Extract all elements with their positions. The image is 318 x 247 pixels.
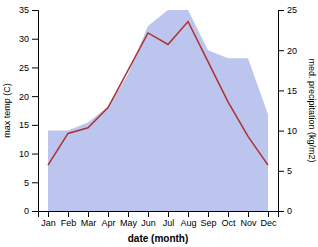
axis-line [39, 212, 279, 218]
x-tick-mark [68, 211, 69, 217]
x-tick: Aug [180, 211, 196, 228]
y-tick-mark [32, 154, 38, 155]
y-tick: 0 [24, 206, 38, 216]
axis-line [32, 11, 39, 212]
x-tick-label: Aug [180, 218, 196, 228]
y2-tick-mark [278, 171, 284, 172]
x-tick-label: Jul [163, 218, 175, 228]
x-tick-label: Apr [101, 218, 115, 228]
temperature-line [48, 21, 268, 165]
y-tick: 20 [19, 92, 38, 102]
x-tick: Jul [163, 211, 175, 228]
x-tick: Apr [101, 211, 115, 228]
y-tick: 30 [19, 34, 38, 44]
x-axis: Jan Feb Mar Apr MayJun Jul Aug Sep Oct NovDec [39, 211, 279, 228]
y2-tick-label: 0 [287, 206, 292, 216]
y2-tick-mark [278, 10, 284, 11]
y-tick-mark [32, 182, 38, 183]
y-tick-label: 10 [19, 149, 29, 159]
y-tick-label: 30 [19, 34, 29, 44]
y-tick-label: 5 [24, 178, 29, 188]
x-tick-label: Mar [81, 218, 97, 228]
y-tick: 15 [19, 120, 38, 130]
y-tick-label: 0 [24, 206, 29, 216]
y-tick-mark [32, 67, 38, 68]
x-tick-mark [48, 211, 49, 217]
y2-axis: 0 5 10 15 20 25 [278, 5, 297, 216]
y2-tick-mark [278, 211, 284, 212]
y-tick-label: 20 [19, 92, 29, 102]
x-tick-mark [108, 211, 109, 217]
x-tick: Oct [221, 211, 236, 228]
y2-tick-label: 5 [287, 166, 292, 176]
x-tick-mark [188, 211, 189, 217]
y2-tick: 0 [278, 206, 292, 216]
x-tick: Jun [141, 211, 156, 228]
y-tick-mark [32, 10, 38, 11]
y-tick: 25 [19, 63, 38, 73]
y-tick-mark [32, 211, 38, 212]
y2-tick-label: 25 [287, 5, 297, 15]
y2-tick-label: 15 [287, 86, 297, 96]
y-tick: 5 [24, 178, 38, 188]
x-tick-label: Jan [41, 218, 56, 228]
x-axis-title: date (month) [128, 233, 189, 244]
x-tick-mark [148, 211, 149, 217]
x-tick-label: Nov [240, 218, 257, 228]
x-tick-label: Sep [200, 218, 216, 228]
y-tick-label: 25 [19, 63, 29, 73]
y-tick-mark [32, 39, 38, 40]
x-tick: May [120, 211, 138, 228]
y2-tick: 20 [278, 46, 297, 56]
y2-tick-label: 20 [287, 46, 297, 56]
plot-area [48, 10, 268, 211]
y2-tick-mark [278, 131, 284, 132]
y-tick: 10 [19, 149, 38, 159]
chart: Jan Feb Mar Apr MayJun Jul Aug Sep Oct NovDec 0 5 10… [0, 0, 318, 247]
y-axis: 0 5 10 15 20 25 30 35 [19, 5, 39, 216]
x-tick-label: May [120, 218, 138, 228]
precipitation-area [48, 10, 268, 211]
y2-tick: 15 [278, 86, 297, 96]
x-tick: Jan [41, 211, 56, 228]
x-tick-mark [128, 211, 129, 217]
x-tick-mark [228, 211, 229, 217]
y2-tick: 25 [278, 5, 297, 15]
x-tick: Mar [81, 211, 97, 228]
x-tick-label: Jun [141, 218, 156, 228]
x-tick: Dec [260, 211, 277, 228]
y2-tick: 5 [278, 166, 292, 176]
y-tick-mark [32, 96, 38, 97]
y-tick: 35 [19, 5, 38, 15]
y-tick-label: 35 [19, 5, 29, 15]
x-tick-mark [208, 211, 209, 217]
x-tick-label: Feb [61, 218, 77, 228]
y-axis-title: max temp (C) [2, 83, 12, 138]
y2-tick-label: 10 [287, 126, 297, 136]
x-tick-mark [268, 211, 269, 217]
x-tick-label: Oct [221, 218, 236, 228]
x-tick-mark [88, 211, 89, 217]
x-tick-label: Dec [260, 218, 277, 228]
y-tick-label: 15 [19, 120, 29, 130]
y2-axis-title: med. precipitation (kg/m2) [307, 58, 317, 162]
axis-line [279, 11, 285, 212]
x-tick-mark [248, 211, 249, 217]
y2-tick: 10 [278, 126, 297, 136]
x-tick: Feb [61, 211, 77, 228]
y2-tick-mark [278, 50, 284, 51]
x-tick-mark [168, 211, 169, 217]
y-tick-mark [32, 125, 38, 126]
x-tick: Sep [200, 211, 216, 228]
y2-tick-mark [278, 90, 284, 91]
x-tick: Nov [240, 211, 257, 228]
